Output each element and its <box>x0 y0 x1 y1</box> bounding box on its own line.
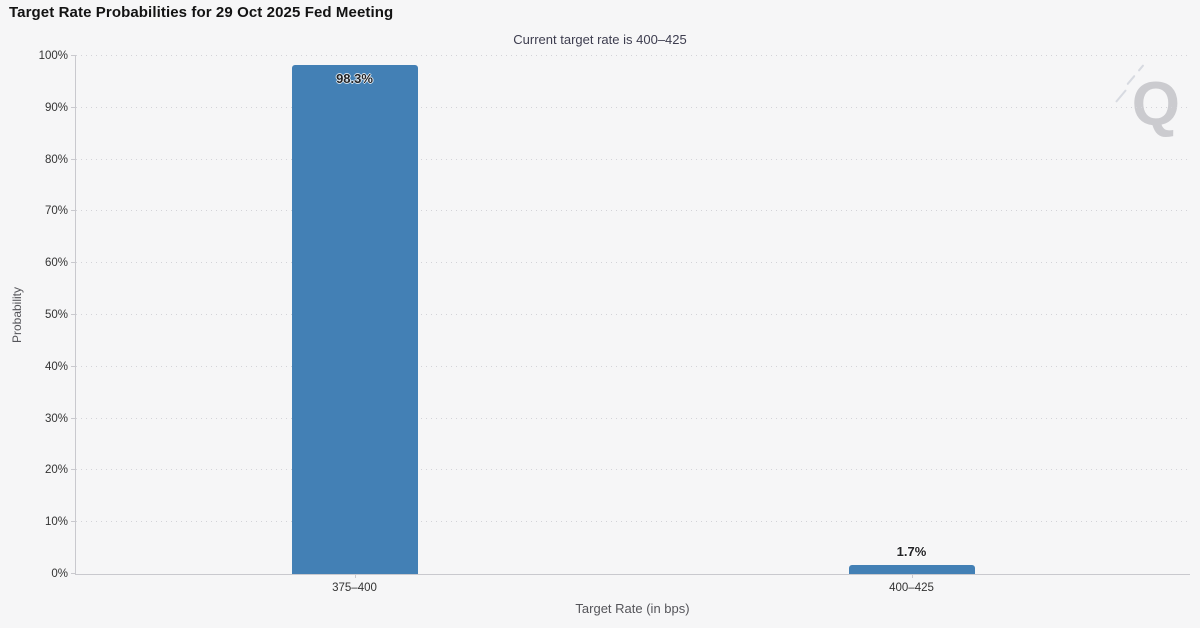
y-tick <box>71 469 76 471</box>
plot-area: Q 0% 10% 20% 30% 40% 50% 60% 70% 80% 90% 100% 98.3%… <box>39 50 1190 594</box>
y-tick-label: 0% <box>51 568 68 580</box>
y-tick-label: 50% <box>44 309 68 321</box>
x-tick <box>911 574 913 578</box>
chart-subtitle: Current target rate is 400–425 <box>513 32 687 47</box>
gridline <box>76 158 1190 160</box>
bar-value-label: 1.7% <box>896 544 927 560</box>
y-tick-label: 90% <box>44 101 68 114</box>
y-tick <box>71 365 76 367</box>
gridline <box>76 55 1190 56</box>
gridline <box>76 365 1190 367</box>
gridline <box>76 417 1190 419</box>
y-tick-label: 80% <box>44 153 68 166</box>
y-tick <box>71 210 76 212</box>
y-axis-title: Probability <box>10 286 24 344</box>
y-tick <box>71 106 76 108</box>
y-tick <box>71 158 76 160</box>
y-tick <box>71 55 76 56</box>
watermark-letter: Q <box>1131 70 1180 139</box>
y-tick-label: 70% <box>44 205 68 218</box>
y-tick <box>71 417 76 419</box>
y-tick-label: 100% <box>38 50 68 62</box>
watermark-streak <box>1137 64 1145 72</box>
chart-title: Target Rate Probabilities for 29 Oct 202… <box>9 4 394 21</box>
gridline <box>76 521 1190 523</box>
gridline <box>76 106 1190 108</box>
y-tick-label: 20% <box>44 464 68 477</box>
y-tick-label: 30% <box>44 412 68 425</box>
bar-375-400[interactable] <box>291 64 418 574</box>
y-tick-label: 60% <box>44 257 68 270</box>
y-tick <box>71 521 76 523</box>
gridline <box>76 314 1190 315</box>
y-tick <box>71 262 76 264</box>
y-tick-label: 40% <box>44 360 68 373</box>
x-tick-label: 375–400 <box>332 582 377 594</box>
gridline <box>76 210 1190 212</box>
hamburger-menu-icon[interactable] <box>1161 7 1187 26</box>
y-tick-label: 10% <box>44 516 68 529</box>
y-tick <box>71 314 76 315</box>
x-tick <box>354 574 356 578</box>
gridline <box>76 469 1190 471</box>
bar-value-label: 98.3% <box>336 70 373 86</box>
x-tick-label: 400–425 <box>889 582 934 594</box>
gridline <box>76 262 1190 264</box>
x-axis-title: Target Rate (in bps) <box>575 601 690 616</box>
watermark-streak <box>1126 74 1136 86</box>
bar-400-425[interactable] <box>848 565 975 574</box>
watermark-streak <box>1115 89 1127 103</box>
y-tick <box>71 573 76 574</box>
watermark-q-logo: Q <box>1112 64 1182 156</box>
